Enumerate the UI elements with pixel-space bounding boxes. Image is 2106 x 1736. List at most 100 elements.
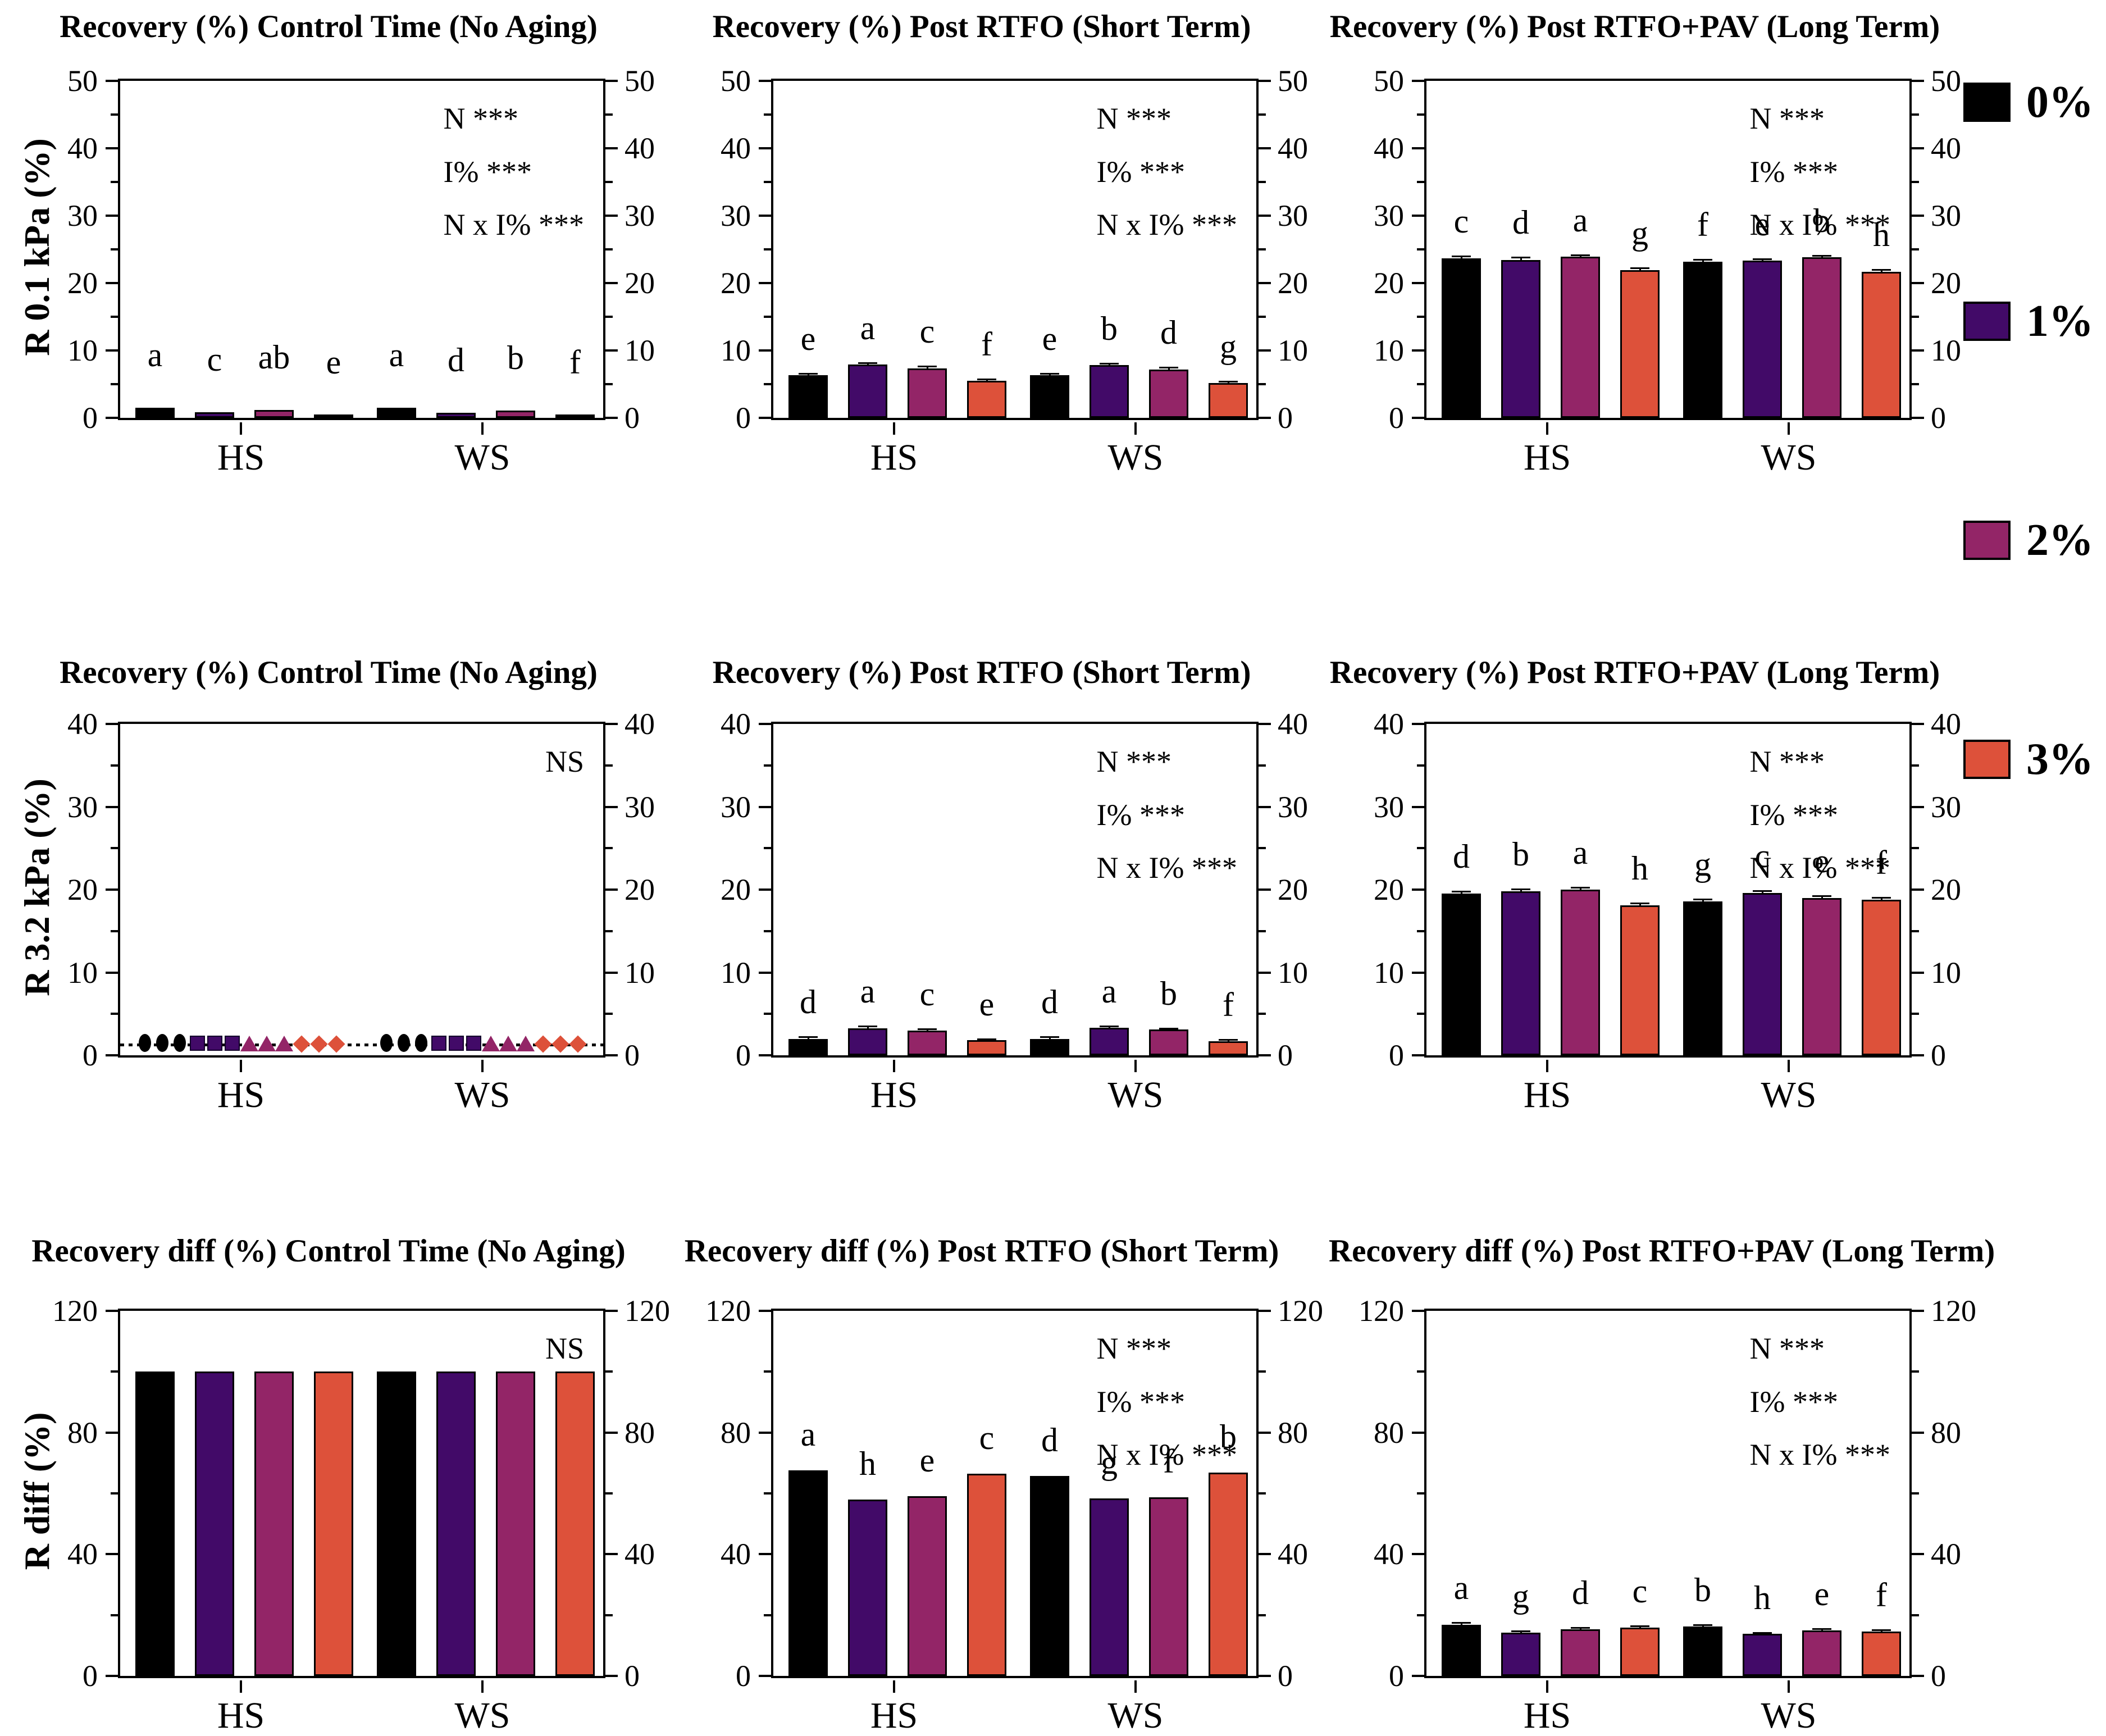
panel-title: Recovery (%) Post RTFO (Short Term): [712, 655, 1251, 690]
stats-line: NS: [545, 1332, 584, 1365]
x-tick: [1134, 1680, 1137, 1693]
y-tick-r: [1259, 316, 1266, 318]
legend-label: 2%: [2026, 516, 2094, 565]
y-tick-l: [106, 888, 118, 891]
y-tick-label-right: 40: [1931, 1537, 1961, 1571]
y-tick-label-left: 50: [721, 64, 751, 98]
sig-letter: b: [507, 339, 524, 376]
y-tick-r: [605, 1310, 618, 1312]
x-tick: [240, 1680, 242, 1693]
y-tick-label-right: 80: [624, 1415, 655, 1450]
error-bar-cap: [1693, 899, 1712, 901]
group-label-ws: WS: [1761, 1695, 1817, 1736]
y-tick-l: [759, 215, 771, 217]
error-bar-stem: [986, 1040, 988, 1041]
y-tick-r: [1912, 215, 1924, 217]
y-tick-l: [764, 764, 771, 767]
bar-ws-2%: [1802, 257, 1841, 418]
sig-letter: d: [800, 983, 817, 1020]
y-tick-label-left: 0: [1389, 1038, 1404, 1072]
y-tick-l: [1417, 113, 1424, 116]
bar-hs-2%: [1561, 890, 1600, 1055]
y-tick-label-right: 20: [1931, 266, 1961, 300]
plot-area: 0 0 40 40 80 80 120 120 N *** I% *** N x I% *** a g d…: [1359, 1296, 1976, 1693]
bar-hs-2%: [1561, 1629, 1600, 1676]
error-bar-stem: [1639, 904, 1641, 906]
y-tick-label-left: 40: [1374, 131, 1404, 165]
bar-hs-1%: [195, 1372, 234, 1676]
panel-title: Recovery (%) Post RTFO (Short Term): [712, 9, 1251, 44]
y-tick-l: [1412, 1054, 1424, 1056]
y-tick-label-left: 30: [1374, 199, 1404, 233]
y-tick-l: [1417, 1492, 1424, 1494]
y-tick-l: [111, 929, 118, 932]
error-bar-stem: [926, 367, 928, 369]
y-tick-l: [1412, 971, 1424, 974]
zero-dotted-line: [120, 1044, 603, 1046]
y-tick-label-right: 0: [1278, 1038, 1293, 1072]
bar-ws-1%: [1090, 365, 1129, 418]
error-bar-cap: [1452, 891, 1471, 893]
y-tick-label-left: 50: [1374, 64, 1404, 98]
sig-letter: d: [1512, 204, 1529, 242]
y-tick-r: [1259, 888, 1271, 891]
bar-ws-1%: [1090, 1498, 1129, 1676]
y-tick-label-right: 20: [624, 873, 655, 906]
y-tick-r: [605, 181, 613, 183]
y-tick-label-right: 50: [1931, 64, 1961, 98]
y-tick-r: [1912, 1431, 1924, 1434]
x-tick: [1788, 1060, 1790, 1072]
y-tick-label-right: 40: [1931, 131, 1961, 165]
group-label-hs: HS: [217, 1695, 265, 1736]
data-marker-circle: [139, 1034, 151, 1052]
sig-letter: a: [147, 336, 163, 373]
error-bar-stem: [807, 1037, 809, 1039]
y-tick-l: [1412, 723, 1424, 725]
bar-hs-0%: [788, 1038, 828, 1055]
bar-ws-3%: [1209, 1041, 1248, 1055]
y-tick-r: [1912, 349, 1924, 352]
data-marker-square: [466, 1036, 481, 1051]
y-tick-r: [1259, 1492, 1266, 1494]
y-tick-label-right: 40: [1278, 707, 1308, 741]
y-tick-l: [1417, 1370, 1424, 1373]
bar-hs-3%: [967, 381, 1006, 418]
data-marker-square: [449, 1036, 464, 1051]
y-tick-l: [111, 181, 118, 183]
error-bar-cap: [1693, 1624, 1712, 1626]
error-bar-cap: [799, 372, 818, 375]
bar-ws-1%: [436, 413, 476, 418]
sig-letter: c: [1453, 203, 1469, 240]
sig-letter: g: [1631, 214, 1648, 252]
y-tick-label-left: 0: [1389, 401, 1404, 435]
y-tick-label-left: 40: [67, 131, 98, 165]
legend-label: 1%: [2026, 297, 2094, 346]
bar-ws-3%: [555, 414, 595, 418]
y-tick-label-right: 0: [1931, 1038, 1946, 1072]
y-tick-r: [1912, 417, 1924, 419]
y-tick-label-left: 80: [721, 1415, 751, 1450]
y-tick-r: [605, 1013, 613, 1015]
stats-line: N ***: [1749, 745, 1825, 778]
bar-hs-1%: [1501, 260, 1540, 418]
error-bar-stem: [1579, 256, 1581, 257]
y-tick-l: [111, 1492, 118, 1494]
y-tick-r: [1912, 723, 1924, 725]
y-axis-label: R 0.1 kPa (%): [17, 138, 57, 356]
x-tick: [1546, 422, 1548, 435]
y-tick-l: [759, 723, 771, 725]
legend-swatch-2%: [1963, 521, 2011, 560]
sig-letter: e: [1814, 1575, 1830, 1613]
y-tick-l: [106, 1310, 118, 1312]
y-tick-label-right: 30: [1931, 199, 1961, 233]
panel-title: Recovery diff (%) Control Time (No Aging…: [31, 1233, 626, 1269]
y-tick-l: [106, 147, 118, 149]
stats-line: N x I% ***: [1749, 851, 1890, 885]
y-tick-label-left: 0: [83, 401, 98, 435]
error-bar-stem: [1880, 898, 1882, 900]
data-marker-diamond: [310, 1035, 328, 1053]
y-tick-l: [764, 316, 771, 318]
panel-8: Recovery diff (%) Post RTFO (Short Term)…: [653, 1157, 1323, 1735]
sig-letter: b: [1220, 1418, 1237, 1455]
y-tick-label-left: 20: [721, 873, 751, 906]
